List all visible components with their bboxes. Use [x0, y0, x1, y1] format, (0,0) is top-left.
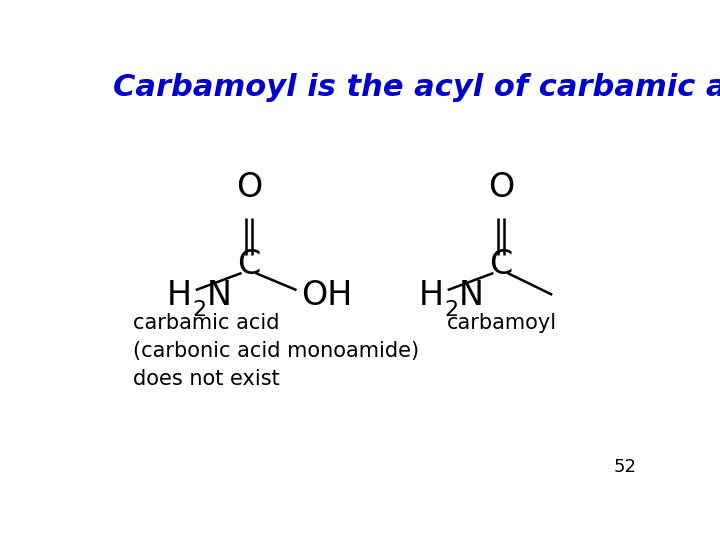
Text: OH: OH: [301, 279, 352, 312]
Text: N: N: [459, 279, 484, 312]
Text: carbamic acid: carbamic acid: [132, 313, 279, 333]
Text: does not exist: does not exist: [132, 369, 279, 389]
Text: O: O: [235, 171, 262, 204]
Text: H: H: [418, 279, 444, 312]
Text: carbamoyl: carbamoyl: [446, 313, 557, 333]
Text: C: C: [489, 248, 513, 281]
Text: (carbonic acid monoamide): (carbonic acid monoamide): [132, 341, 419, 361]
Text: C: C: [238, 248, 261, 281]
Text: H: H: [166, 279, 192, 312]
Text: 2: 2: [444, 300, 459, 320]
Text: 2: 2: [192, 300, 207, 320]
Text: O: O: [487, 171, 514, 204]
Text: N: N: [207, 279, 232, 312]
Text: 52: 52: [613, 458, 636, 476]
Text: Carbamoyl is the acyl of carbamic acid: Carbamoyl is the acyl of carbamic acid: [113, 73, 720, 103]
